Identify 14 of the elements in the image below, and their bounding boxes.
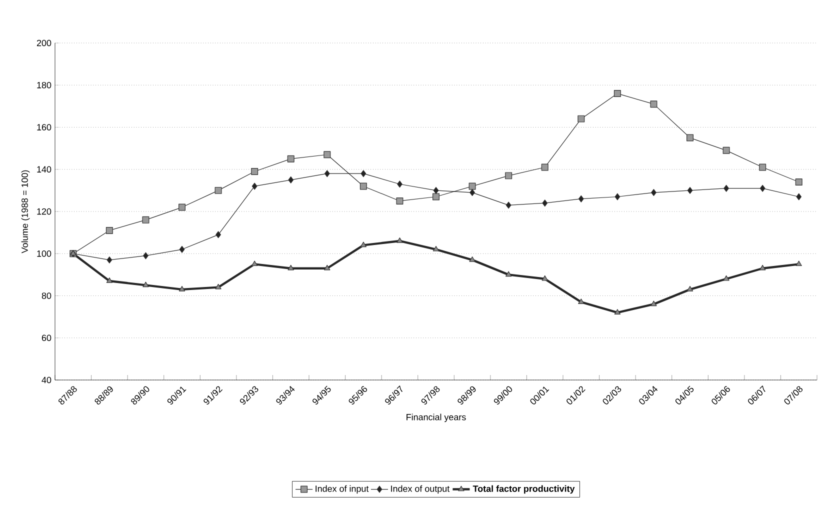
y-tick-label: 80 [42,292,52,299]
x-axis-title: Financial years [406,414,466,422]
legend-label: Index of output [391,485,450,494]
y-tick-label: 40 [42,376,52,384]
y-tick-label: 140 [37,166,52,173]
y-tick-label: 60 [42,334,52,342]
legend-label: Index of input [316,485,369,494]
y-tick-label: 100 [37,250,52,257]
y-tick-label: 180 [37,82,52,88]
y-tick-label: 160 [37,124,52,130]
legend-label: Total factor productivity [472,485,575,494]
y-tick-label: 200 [36,40,52,46]
y-axis-title: Volume (1988 = 100) [21,170,30,254]
y-tick-label: 120 [37,208,52,215]
